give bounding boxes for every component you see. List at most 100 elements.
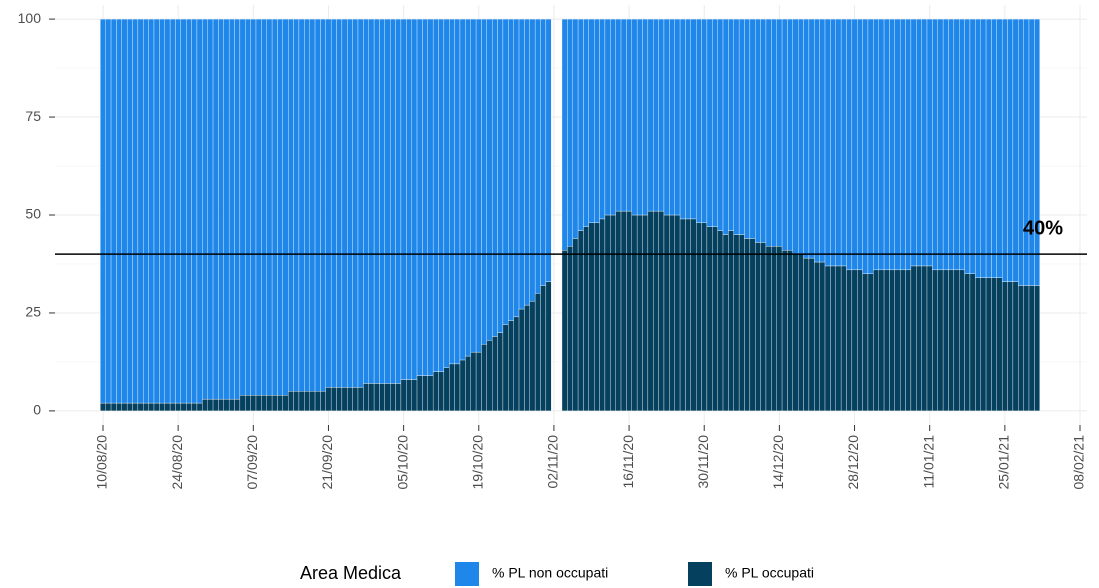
- bar-segment: [953, 18, 960, 271]
- bar-segment: [631, 214, 638, 412]
- bar-segment: [513, 18, 520, 318]
- bar-segment: [690, 218, 697, 412]
- bar-segment: [465, 355, 471, 412]
- bar-segment: [422, 18, 428, 376]
- bar-segment: [701, 18, 708, 224]
- bar-segment: [255, 18, 262, 396]
- bar-segment: [744, 18, 751, 239]
- bar-segment: [862, 18, 869, 274]
- bar-segment: [486, 18, 493, 341]
- bar-segment: [379, 383, 386, 412]
- bar-segment: [642, 18, 649, 216]
- bar-segment: [755, 242, 761, 412]
- bar-segment: [722, 18, 729, 235]
- bar-segment: [105, 18, 112, 404]
- bar-segment: [341, 387, 348, 412]
- bar-segment: [465, 18, 471, 357]
- bar-segment: [475, 351, 482, 412]
- bar-segment: [373, 18, 380, 384]
- bar-segment: [164, 18, 171, 404]
- bar-segment: [288, 391, 294, 412]
- bar-segment: [567, 246, 573, 412]
- bar-segment: [416, 18, 423, 376]
- bar-segment: [921, 265, 928, 412]
- bar-segment: [228, 398, 235, 412]
- bar-segment: [261, 395, 267, 412]
- bar-segment: [706, 18, 713, 227]
- bar-segment: [223, 398, 230, 412]
- bar-segment: [384, 383, 391, 412]
- bar-segment: [508, 320, 514, 412]
- bar-segment: [604, 214, 611, 412]
- x-tick-label: 16/11/20: [620, 435, 636, 489]
- bar-segment: [100, 402, 106, 412]
- bar-segment: [282, 18, 289, 396]
- bar-segment: [883, 269, 890, 412]
- legend-swatch: [688, 562, 712, 586]
- bar-segment: [561, 18, 568, 251]
- bar-segment: [771, 18, 777, 247]
- x-tick-label: 19/10/20: [469, 435, 485, 490]
- bar-segment: [674, 214, 681, 412]
- bar-segment: [722, 234, 729, 412]
- bar-segment: [969, 273, 976, 412]
- x-tick-label: 05/10/20: [394, 435, 410, 490]
- bar-segment: [502, 324, 509, 412]
- y-tick-label: 100: [18, 10, 42, 26]
- bar-segment: [985, 277, 992, 412]
- bar-segment: [148, 402, 155, 412]
- bar-segment: [250, 395, 257, 412]
- bar-segment: [245, 395, 251, 412]
- bar-segment: [341, 18, 348, 388]
- bar-segment: [325, 18, 332, 388]
- bar-segment: [202, 398, 208, 412]
- bar-segment: [524, 18, 530, 306]
- bar-segment: [577, 18, 584, 231]
- bar-segment: [744, 238, 751, 412]
- bar-segment: [615, 210, 622, 412]
- bar-segment: [620, 210, 627, 412]
- bar-segment: [271, 395, 278, 412]
- bar-segment: [218, 398, 224, 412]
- legend-title: Area Medica: [300, 563, 402, 583]
- bar-segment: [599, 218, 606, 412]
- bar-segment: [776, 18, 783, 247]
- bar-segment: [636, 18, 643, 216]
- bar-segment: [669, 214, 675, 412]
- bar-segment: [921, 18, 928, 267]
- bar-segment: [626, 210, 632, 412]
- bar-segment: [819, 18, 826, 263]
- bar-segment: [357, 18, 364, 388]
- bar-segment: [347, 18, 353, 388]
- bar-segment: [121, 402, 128, 412]
- bar-segment: [878, 269, 885, 412]
- bar-segment: [416, 375, 423, 412]
- bar-segment: [878, 18, 885, 271]
- bar-segment: [910, 18, 917, 267]
- bar-segment: [234, 18, 241, 400]
- bar-segment: [653, 210, 659, 412]
- bar-segment: [330, 18, 337, 388]
- bar-segment: [926, 265, 933, 412]
- bar-segment: [132, 18, 139, 404]
- bar-segment: [212, 18, 219, 400]
- bar-segment: [368, 383, 375, 412]
- bar-segment: [481, 344, 487, 412]
- bar-segment: [508, 18, 514, 321]
- bar-segment: [975, 277, 981, 412]
- bar-segment: [540, 285, 547, 412]
- bar-segment: [781, 18, 788, 251]
- legend-label: % PL occupati: [725, 565, 814, 581]
- x-tick-label: 11/01/21: [920, 435, 936, 489]
- bar-segment: [492, 336, 498, 412]
- bar-segment: [411, 379, 418, 412]
- bar-segment: [953, 269, 960, 412]
- bar-segment: [518, 308, 525, 412]
- bar-segment: [1034, 285, 1040, 412]
- x-tick-label: 24/08/20: [169, 435, 185, 490]
- bar-segment: [728, 18, 734, 231]
- x-tick-label: 02/11/20: [545, 435, 561, 489]
- bar-segment: [996, 18, 1003, 278]
- bar-segment: [808, 257, 815, 412]
